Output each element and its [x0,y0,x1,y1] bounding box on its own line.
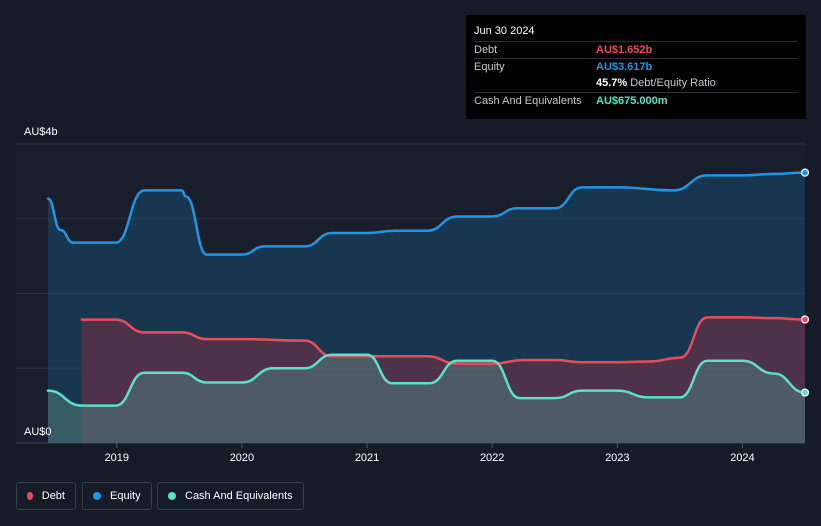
tooltip-row-ratio: 45.7% Debt/Equity Ratio [474,75,798,91]
tooltip-equity-label: Equity [474,61,505,73]
legend-item-debt[interactable]: Debt [16,482,76,510]
x-tick-label: 2021 [355,452,379,464]
y-axis-top-label: AU$4b [24,126,58,138]
tooltip-row-debt: Debt AU$1.652b [474,41,798,58]
tooltip-ratio-label: Debt/Equity Ratio [630,77,716,89]
legend-item-equity[interactable]: Equity [82,482,152,510]
cash-end-point [800,388,810,397]
equity-dot-icon [93,492,101,500]
equity-end-point [800,168,810,177]
y-axis-bottom-label: AU$0 [24,426,52,438]
x-tick-label: 2022 [480,452,504,464]
legend-equity-label: Equity [110,490,141,502]
tooltip-debt-value: AU$1.652b [596,44,653,56]
tooltip-row-cash: Cash And Equivalents AU$675.000m [474,92,798,109]
tooltip-row-equity: Equity AU$3.617b [474,58,798,75]
tooltip-equity-value: AU$3.617b [596,61,653,73]
debt-dot-icon [27,492,33,500]
tooltip-debt-label: Debt [474,44,498,56]
marker-layer [800,168,810,397]
area-layer [48,172,806,443]
legend-item-cash[interactable]: Cash And Equivalents [157,482,304,510]
cash-dot-icon [168,492,176,500]
equity-line [46,171,807,256]
tooltip-date: Jun 30 2024 [474,25,535,37]
line-layer [46,171,807,407]
cash-area [48,354,805,443]
cash-line [46,353,807,407]
x-tick-label: 2020 [230,452,254,464]
debt-line [80,316,807,366]
tooltip-ratio: 45.7% Debt/Equity Ratio [596,77,716,89]
tick-layer: 2019 2020 2021 2022 2023 2024 [105,443,755,464]
tooltip-ratio-value: 45.7% [596,77,628,89]
tooltip-cash-value: AU$675.000m [596,95,668,107]
legend-debt-label: Debt [41,490,65,502]
debt-end-point [800,315,810,324]
data-tooltip: Jun 30 2024 Debt AU$1.652b Equity AU$3.6… [466,15,806,119]
x-tick-label: 2023 [605,452,629,464]
tooltip-cash-label: Cash And Equivalents [474,95,582,107]
x-tick-label: 2019 [105,452,129,464]
x-tick-label: 2024 [730,452,754,464]
legend-cash-label: Cash And Equivalents [185,490,293,502]
